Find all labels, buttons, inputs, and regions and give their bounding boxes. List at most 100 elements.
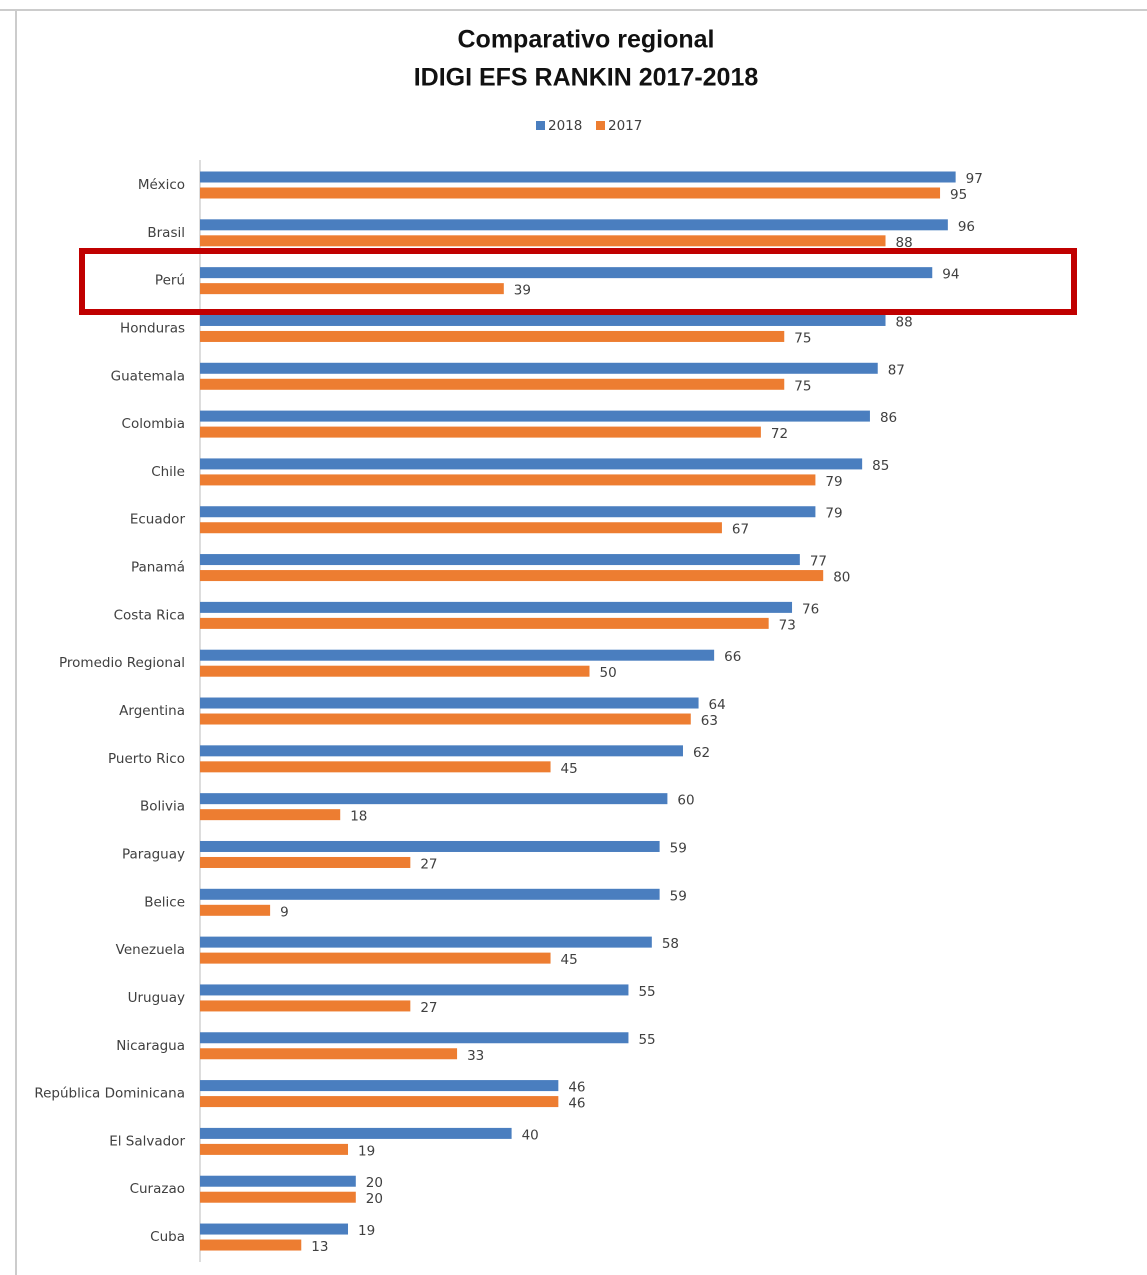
- bar: [200, 665, 590, 677]
- y-tick-label: Argentina: [119, 703, 185, 719]
- data-label: 96: [958, 219, 975, 235]
- bar: [200, 410, 870, 422]
- data-label: 33: [467, 1048, 484, 1064]
- y-tick-label: Chile: [151, 464, 185, 480]
- data-label: 67: [732, 522, 749, 538]
- bar: [200, 171, 956, 183]
- chart-title: Comparativo regional: [458, 26, 715, 54]
- data-label: 80: [833, 570, 850, 586]
- data-label: 88: [896, 314, 913, 330]
- data-label: 87: [888, 362, 905, 378]
- data-label: 55: [638, 984, 655, 1000]
- bar: [200, 1000, 411, 1012]
- data-label: 72: [771, 426, 788, 442]
- bar: [200, 378, 785, 390]
- data-label: 19: [358, 1143, 375, 1159]
- data-label: 66: [724, 649, 741, 665]
- y-tick-label: Panamá: [131, 560, 185, 576]
- data-label: 39: [514, 283, 531, 299]
- bar: [200, 554, 800, 566]
- y-tick-label: Perú: [155, 273, 185, 289]
- bar: [200, 1191, 356, 1203]
- bar: [200, 904, 271, 916]
- bar: [200, 649, 715, 661]
- bar: [200, 187, 941, 199]
- bar: [200, 283, 504, 295]
- data-label: 9: [280, 904, 289, 920]
- bar: [200, 952, 551, 964]
- bar: [200, 426, 761, 438]
- bar: [200, 1223, 349, 1235]
- y-tick-label: Bolivia: [140, 799, 185, 815]
- data-label: 46: [568, 1080, 585, 1096]
- bar: [200, 888, 660, 900]
- y-tick-label: Cuba: [150, 1229, 185, 1245]
- y-tick-label: Honduras: [120, 320, 185, 336]
- bar: [200, 793, 668, 805]
- bar: [200, 697, 699, 709]
- bar: [200, 522, 722, 534]
- y-tick-label: Venezuela: [116, 942, 185, 958]
- bar: [200, 1143, 349, 1155]
- y-tick-label: Ecuador: [130, 512, 186, 528]
- bar: [200, 1032, 629, 1044]
- data-label: 79: [825, 474, 842, 490]
- bar: [200, 601, 793, 613]
- data-label: 27: [420, 1000, 437, 1016]
- data-label: 13: [311, 1239, 328, 1255]
- bar: [200, 362, 878, 374]
- data-label: 50: [600, 665, 617, 681]
- y-tick-label: Nicaragua: [116, 1038, 185, 1054]
- bar: [200, 235, 886, 247]
- bar: [200, 745, 683, 757]
- y-tick-label: Promedio Regional: [59, 655, 185, 671]
- y-tick-label: Colombia: [122, 416, 185, 432]
- bar: [200, 570, 824, 582]
- bar: [200, 314, 886, 326]
- y-tick-label: Guatemala: [111, 368, 185, 384]
- bar: [200, 458, 863, 470]
- data-label: 62: [693, 745, 710, 761]
- data-label: 77: [810, 554, 827, 570]
- bar: [200, 1127, 512, 1139]
- y-tick-label: Uruguay: [128, 990, 185, 1006]
- data-label: 75: [794, 330, 811, 346]
- bar: [200, 1080, 559, 1092]
- bar: [200, 1048, 458, 1060]
- data-label: 55: [638, 1032, 655, 1048]
- data-label: 20: [366, 1175, 383, 1191]
- data-label: 59: [670, 840, 687, 856]
- data-label: 58: [662, 936, 679, 952]
- data-label: 86: [880, 410, 897, 426]
- y-tick-label: Paraguay: [122, 846, 185, 862]
- bar: [200, 1175, 356, 1187]
- legend-label: 2017: [608, 118, 642, 134]
- y-tick-label: Belice: [144, 894, 185, 910]
- data-label: 73: [779, 617, 796, 633]
- data-label: 45: [561, 952, 578, 968]
- highlight-box: [79, 248, 1077, 315]
- data-label: 76: [802, 601, 819, 617]
- data-label: 27: [420, 856, 437, 872]
- bar: [200, 761, 551, 773]
- y-tick-label: Puerto Rico: [108, 751, 185, 767]
- y-tick-label: Curazao: [130, 1181, 185, 1197]
- legend-swatch: [536, 121, 545, 130]
- data-label: 46: [568, 1096, 585, 1112]
- data-label: 88: [896, 235, 913, 251]
- data-label: 18: [350, 809, 367, 825]
- bar: [200, 936, 652, 948]
- chart-subtitle: IDIGI EFS RANKIN 2017-2018: [414, 64, 759, 92]
- bar: [200, 856, 411, 868]
- data-label: 20: [366, 1191, 383, 1207]
- bar: [200, 506, 816, 518]
- bar: [200, 267, 933, 279]
- y-tick-label: Costa Rica: [114, 607, 185, 623]
- data-label: 79: [825, 506, 842, 522]
- y-tick-label: El Salvador: [109, 1133, 185, 1149]
- data-label: 94: [942, 267, 959, 283]
- data-label: 75: [794, 378, 811, 394]
- data-label: 59: [670, 888, 687, 904]
- legend-swatch: [596, 121, 605, 130]
